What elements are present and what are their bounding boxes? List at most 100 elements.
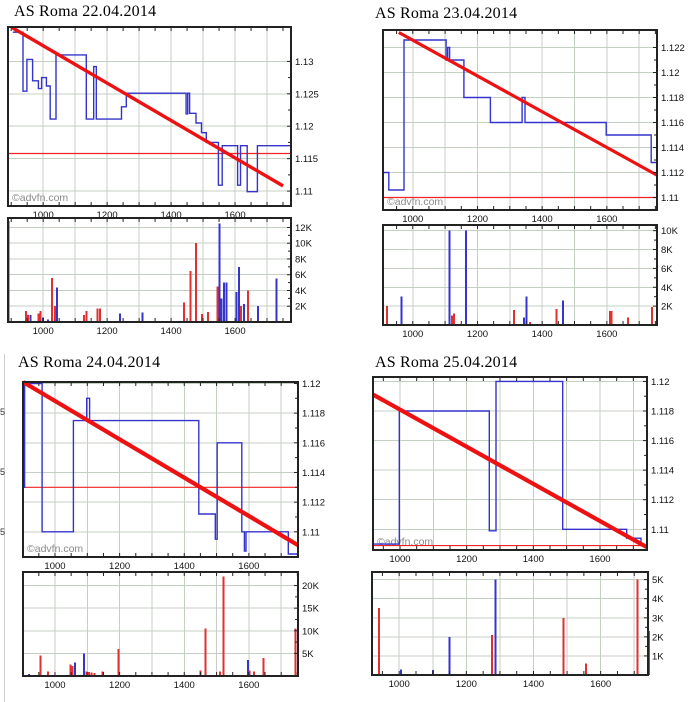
x-axis-label: 1200 [456, 679, 477, 690]
x-axis-label: 1600 [238, 561, 259, 572]
advfn-watermark: ©advfn.com [27, 543, 83, 555]
y-axis-label: 1.11 [661, 193, 679, 204]
y-axis-label: 1.118 [302, 409, 325, 420]
x-axis-label: 1400 [174, 561, 195, 572]
y-axis-label: 1.11 [651, 525, 669, 536]
x-axis-label: 1200 [467, 329, 488, 340]
y-axis-label: 6K [661, 264, 673, 275]
y-axis-label: 4K [652, 594, 664, 605]
y-axis-label: 10K [295, 239, 313, 250]
volume-chart-22-04: 2K 4K 6K 8K 10K 12K 1000 1200 1400 1600 [7, 217, 313, 337]
price-line [12, 31, 290, 193]
x-axis-label: 1000 [389, 679, 410, 690]
trend-line [398, 31, 658, 177]
volume-chart-24-04: 5K 10K 15K 20K 1000 1200 1400 1600 [22, 571, 320, 691]
y-axis-label: 8K [295, 254, 307, 265]
y-axis-label: 1.12 [295, 122, 314, 133]
plot-frame [22, 381, 299, 558]
plot-frame [7, 26, 292, 207]
chart-title-22-04: AS Roma 22.04.2014 [14, 3, 157, 20]
y-axis-label: 1.116 [651, 436, 674, 447]
y-axis-label: 1.116 [302, 438, 325, 449]
x-axis-label: 1600 [590, 679, 611, 690]
y-axis-label: 1.122 [661, 43, 685, 54]
price-chart-24-04: ©advfn.com 1.12 1.118 1.116 1.114 1.112 1.11 10… [21, 379, 325, 572]
y-axis-label: 1.13 [295, 57, 314, 68]
price-chart-25-04: ©advfn.com 1.12 1.118 1.116 1.114 1.112 1.11 10… [372, 376, 674, 565]
y-axis-label: 1.12 [302, 379, 321, 390]
x-axis-label: 1400 [174, 680, 195, 691]
y-axis-label: 1.112 [661, 168, 684, 179]
plot-frame [7, 217, 292, 323]
plot-frame [371, 571, 649, 676]
price-line [23, 382, 298, 555]
price-line [384, 39, 656, 191]
y-axis-label: 1.12 [651, 377, 670, 388]
cropped-axis-fragment: 5 [0, 527, 6, 537]
advfn-watermark: ©advfn.com [12, 192, 68, 204]
y-axis-label: 5K [302, 649, 314, 660]
y-axis-label: 1.11 [302, 527, 320, 538]
x-axis-label: 1200 [456, 554, 477, 565]
volume-chart-25-04: 1K 2K 3K 4K 5K 1000 1200 1400 1600 [371, 571, 664, 690]
x-axis-label: 1400 [532, 214, 553, 225]
trend-line [372, 392, 648, 549]
plot-frame [382, 29, 658, 211]
y-axis-label: 1.11 [295, 187, 313, 198]
y-axis-label: 2K [661, 302, 673, 313]
y-axis-label: 12K [295, 223, 313, 234]
y-axis-label: 6K [295, 270, 307, 281]
x-axis-label: 1400 [523, 679, 544, 690]
price-chart-23-04: ©advfn.com 1.122 1.12 1.118 1.116 1.114 1.112 1… [382, 29, 685, 225]
y-axis-label: 2K [652, 632, 664, 643]
x-axis-label: 1600 [224, 326, 245, 337]
y-axis-label: 15K [302, 604, 320, 615]
x-axis-label: 1200 [109, 680, 130, 691]
x-axis-label: 1600 [596, 214, 617, 225]
y-axis-label: 1.116 [661, 118, 684, 129]
y-axis-label: 1.112 [302, 498, 325, 509]
y-axis-label: 1.114 [651, 466, 674, 477]
y-axis-label: 5K [652, 575, 664, 586]
y-axis-label: 1.12 [661, 68, 680, 79]
chart-title-25-04: AS Roma 25.04.2014 [375, 354, 518, 371]
x-axis-label: 1200 [467, 214, 488, 225]
y-axis-label: 4K [295, 286, 307, 297]
x-axis-label: 1000 [389, 554, 410, 565]
x-axis-label: 1000 [402, 214, 423, 225]
x-axis-label: 1400 [523, 554, 544, 565]
x-axis-label: 1000 [44, 680, 65, 691]
x-axis-label: 1000 [33, 326, 54, 337]
advfn-watermark: ©advfn.com [377, 536, 433, 548]
volume-chart-23-04: 2K 4K 6K 8K 10K 1000 1200 1400 1600 [382, 224, 679, 340]
y-axis-label: 1K [652, 651, 664, 662]
plot-frame [372, 376, 648, 551]
x-axis-label: 1000 [402, 329, 423, 340]
advfn-watermark: ©advfn.com [387, 196, 443, 208]
y-axis-label: 1.114 [302, 468, 325, 479]
y-axis-label: 1.114 [661, 143, 684, 154]
chart-title-23-04: AS Roma 23.04.2014 [375, 5, 518, 22]
trend-line [21, 380, 300, 547]
x-axis-label: 1200 [109, 561, 130, 572]
x-axis-label: 1400 [532, 329, 553, 340]
y-axis-label: 10K [661, 226, 679, 237]
cropped-axis-fragment: 5 [0, 407, 6, 417]
y-axis-label: 4K [661, 283, 673, 294]
x-axis-label: 1000 [33, 210, 54, 221]
y-axis-label: 20K [302, 581, 320, 592]
window-edge-line [4, 354, 5, 702]
price-line [373, 380, 647, 547]
x-axis-label: 1600 [596, 329, 617, 340]
x-axis-label: 1400 [161, 326, 182, 337]
x-axis-label: 1400 [161, 210, 182, 221]
x-axis-label: 1600 [224, 210, 245, 221]
x-axis-label: 1200 [97, 326, 118, 337]
x-axis-label: 1600 [238, 680, 259, 691]
plot-frame [22, 571, 299, 677]
y-axis-label: 1.115 [295, 154, 318, 165]
y-axis-label: 1.118 [651, 407, 674, 418]
y-axis-label: 2K [295, 302, 307, 313]
x-axis-label: 1000 [44, 561, 65, 572]
